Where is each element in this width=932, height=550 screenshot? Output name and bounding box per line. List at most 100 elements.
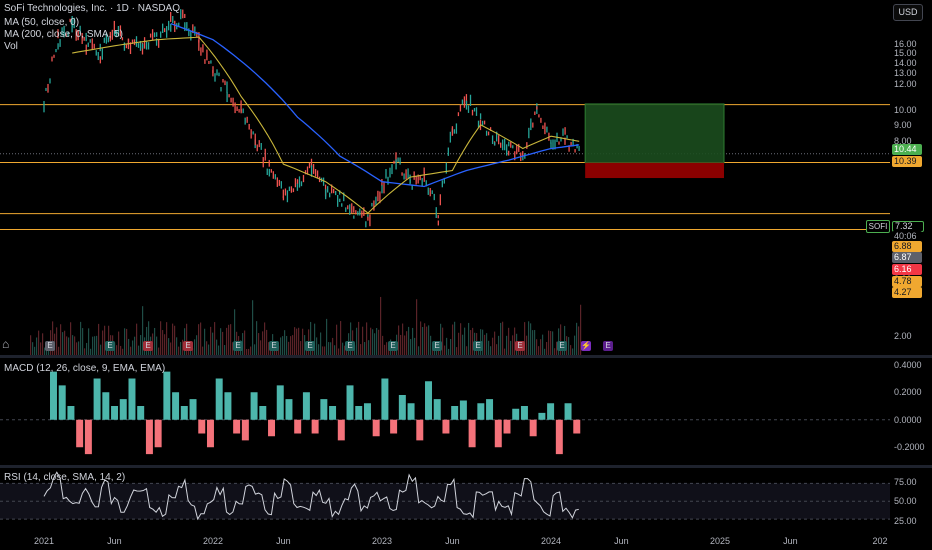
macd-histogram-bar <box>259 406 267 420</box>
earnings-event-icon[interactable]: E <box>233 341 243 351</box>
volume-bar <box>194 339 196 355</box>
earnings-event-icon[interactable]: E <box>557 341 567 351</box>
macd-histogram-bar <box>180 406 188 420</box>
volume-bar <box>340 321 342 355</box>
time-tick: 2022 <box>202 536 224 546</box>
volume-bar <box>318 344 320 355</box>
volume-bar <box>270 347 272 355</box>
volume-bar <box>170 342 172 355</box>
macd-pane[interactable]: MACD (12, 26, close, 9, EMA, EMA) <box>0 358 890 465</box>
price-axis[interactable]: 16.0015.0014.0013.0012.0010.009.008.003.… <box>890 0 932 355</box>
ma200-legend[interactable]: MA (200, close, 0, SMA, 5) <box>4 29 123 40</box>
volume-bar <box>544 348 546 355</box>
bar-countdown: 40:06 <box>892 231 922 242</box>
volume-bar <box>452 324 454 355</box>
symbol-price-label: SOFI <box>866 220 890 233</box>
price-chart-svg[interactable] <box>0 0 890 355</box>
volume-bar <box>440 323 442 355</box>
macd-chart-svg[interactable] <box>0 358 890 465</box>
volume-bar <box>510 340 512 355</box>
earnings-event-icon[interactable]: E <box>345 341 355 351</box>
macd-histogram-bar <box>451 406 459 420</box>
volume-bar <box>180 341 182 355</box>
macd-histogram-bar <box>355 406 363 420</box>
volume-legend[interactable]: Vol <box>4 41 18 52</box>
volume-bar <box>450 339 452 355</box>
macd-histogram-bar <box>538 412 546 420</box>
ma200-line <box>170 22 580 188</box>
earnings-event-icon[interactable]: E <box>515 341 525 351</box>
volume-bar <box>254 344 256 355</box>
volume-bar <box>60 324 62 355</box>
macd-axis[interactable]: 0.4000 0.2000 0.0000 -0.2000 <box>890 358 932 465</box>
volume-bar <box>322 346 324 355</box>
macd-histogram-bar <box>529 419 537 437</box>
currency-button[interactable]: USD <box>893 4 923 21</box>
time-tick: Jun <box>107 536 122 546</box>
time-axis[interactable]: 2021 Jun 2022 Jun 2023 Jun 2024 Jun 2025 Jun 202 <box>0 531 890 550</box>
earnings-event-icon[interactable]: E <box>183 341 193 351</box>
volume-bar <box>574 335 576 355</box>
volume-bar <box>336 324 338 355</box>
volume-bar <box>360 344 362 355</box>
volume-bar <box>260 340 262 355</box>
volume-bar <box>444 345 446 355</box>
ma50-legend[interactable]: MA (50, close, 0) <box>4 17 80 28</box>
dino-icon[interactable]: ⌂ <box>2 337 10 351</box>
volume-bar <box>400 334 402 355</box>
earnings-event-icon[interactable]: E <box>603 341 613 351</box>
macd-histogram-bar <box>337 419 345 441</box>
pane-divider[interactable] <box>0 355 932 358</box>
volume-bar <box>464 327 466 355</box>
volume-bar <box>288 341 290 355</box>
macd-histogram-bar <box>128 378 136 420</box>
macd-histogram-bar <box>555 419 563 455</box>
pane-divider[interactable] <box>0 465 932 468</box>
volume-bar <box>158 347 160 355</box>
rsi-chart-svg[interactable] <box>0 468 890 530</box>
rsi-legend[interactable]: RSI (14, close, SMA, 14, 2) <box>4 472 126 483</box>
volume-bar <box>82 328 84 355</box>
volume-bar <box>494 331 496 355</box>
macd-legend[interactable]: MACD (12, 26, close, 9, EMA, EMA) <box>4 363 166 374</box>
earnings-event-icon[interactable]: E <box>473 341 483 351</box>
earnings-event-icon[interactable]: E <box>105 341 115 351</box>
volume-bar <box>246 348 248 355</box>
time-tick: 2021 <box>33 536 55 546</box>
volume-bar <box>116 345 118 355</box>
earnings-event-icon[interactable]: ⚡ <box>581 341 591 351</box>
volume-bar <box>522 348 524 355</box>
volume-bar <box>102 330 104 355</box>
volume-bar <box>58 346 60 355</box>
earnings-event-icon[interactable]: E <box>45 341 55 351</box>
volume-bar <box>90 348 92 355</box>
macd-histogram-bar <box>320 399 328 420</box>
volume-bar <box>244 330 246 355</box>
rsi-pane[interactable]: RSI (14, close, SMA, 14, 2) <box>0 468 890 530</box>
volume-bar <box>292 335 294 355</box>
volume-bar <box>140 335 142 355</box>
earnings-event-icon[interactable]: E <box>432 341 442 351</box>
volume-bar <box>506 335 508 355</box>
earnings-event-icon[interactable]: E <box>143 341 153 351</box>
volume-bar <box>42 333 44 355</box>
volume-bar <box>126 328 128 355</box>
volume-bar <box>142 306 144 355</box>
volume-bar <box>436 348 438 355</box>
price-pane[interactable]: SoFi Technologies, Inc. · 1D · NASDAQ MA… <box>0 0 890 355</box>
volume-bar <box>378 329 380 355</box>
macd-histogram-bar <box>137 406 145 420</box>
rsi-axis[interactable]: 75.00 50.00 25.00 <box>890 468 932 530</box>
volume-bar <box>160 321 162 355</box>
earnings-event-icon[interactable]: E <box>269 341 279 351</box>
volume-bar <box>422 326 424 355</box>
volume-bar <box>214 322 216 355</box>
macd-histogram-bar <box>215 378 223 420</box>
volume-bar <box>536 339 538 355</box>
volume-bar <box>548 330 550 355</box>
entry-price-tag: 6.87 <box>892 252 922 263</box>
loss-zone <box>585 162 724 179</box>
time-tick: Jun <box>445 536 460 546</box>
earnings-event-icon[interactable]: E <box>388 341 398 351</box>
earnings-event-icon[interactable]: E <box>305 341 315 351</box>
